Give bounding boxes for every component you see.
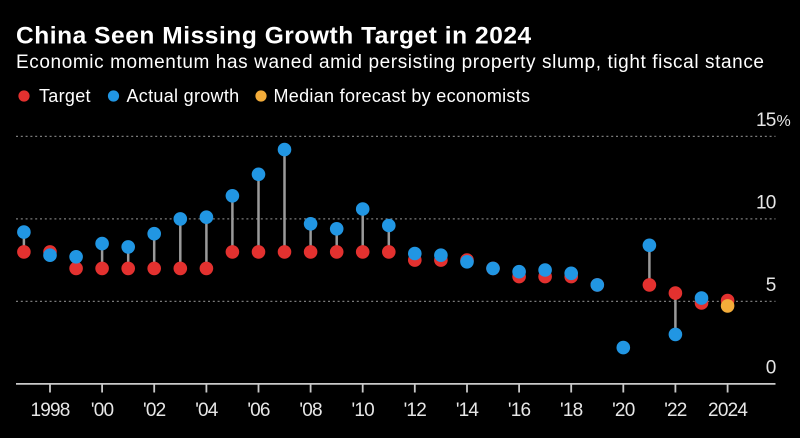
svg-text:1998: 1998 — [30, 400, 69, 421]
svg-text:%: % — [777, 113, 791, 130]
svg-text:2024: 2024 — [708, 400, 748, 421]
svg-text:Target: Target — [39, 86, 91, 106]
svg-text:'00: '00 — [91, 400, 114, 421]
svg-text:'16: '16 — [508, 400, 531, 421]
svg-text:'10: '10 — [352, 400, 375, 421]
svg-text:'22: '22 — [664, 400, 687, 421]
svg-text:'06: '06 — [247, 400, 270, 421]
svg-text:'12: '12 — [404, 400, 427, 421]
svg-text:Median forecast by economists: Median forecast by economists — [274, 86, 531, 106]
svg-text:China Seen Missing Growth Targ: China Seen Missing Growth Target in 2024 — [16, 22, 532, 49]
svg-text:5: 5 — [766, 275, 776, 296]
svg-text:10: 10 — [756, 193, 776, 214]
svg-text:'04: '04 — [195, 400, 219, 421]
svg-text:'08: '08 — [299, 400, 322, 421]
svg-text:'02: '02 — [143, 400, 166, 421]
svg-text:15: 15 — [756, 110, 776, 131]
svg-text:Actual growth: Actual growth — [127, 86, 240, 106]
svg-text:Economic momentum has waned am: Economic momentum has waned amid persist… — [16, 52, 765, 73]
svg-text:0: 0 — [766, 358, 776, 379]
svg-text:'20: '20 — [612, 400, 635, 421]
svg-text:'18: '18 — [560, 400, 583, 421]
svg-text:'14: '14 — [456, 400, 480, 421]
